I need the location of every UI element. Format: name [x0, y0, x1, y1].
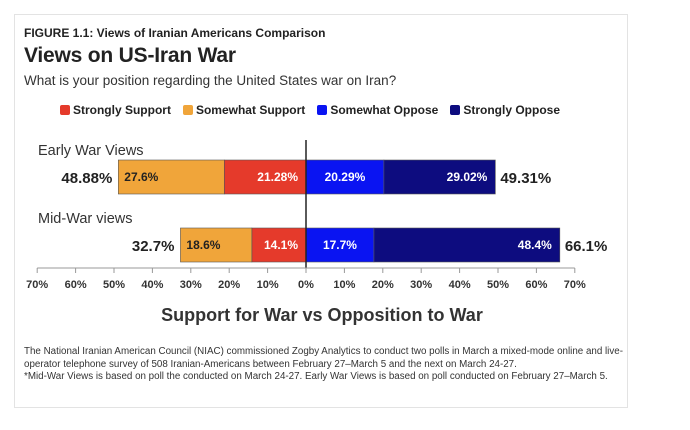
bar-segment	[223, 159, 307, 195]
total-support-label: 32.7%	[132, 238, 175, 255]
x-tick-label: 30%	[410, 279, 432, 291]
bar-segment	[180, 227, 253, 263]
x-tick-label: 30%	[180, 279, 202, 291]
legend-label: Strongly Support	[72, 103, 171, 117]
data-label: 17.7%	[323, 238, 357, 252]
x-axis-title: Support for War vs Opposition to War	[161, 305, 483, 325]
legend-swatch	[59, 105, 70, 115]
note-line: *Mid-War Views is based on poll the cond…	[24, 371, 608, 383]
chart-title: Views on US-Iran War	[24, 44, 236, 67]
chart-legend: Strongly Support Somewhat Support Somewh…	[0, 103, 620, 117]
bar-segment	[118, 159, 225, 195]
category-label: Mid-War views	[38, 211, 133, 227]
data-label: 20.29%	[325, 170, 366, 184]
x-tick-label: 10%	[257, 279, 279, 291]
legend-item-somewhat-oppose: Somewhat Oppose	[317, 103, 438, 117]
methodology-note: The National Iranian American Council (N…	[24, 346, 624, 384]
legend-item-somewhat-support: Somewhat Support	[182, 103, 306, 117]
legend-label: Somewhat Oppose	[330, 103, 439, 117]
figure-card	[14, 14, 628, 408]
legend-item-strongly-support: Strongly Support	[59, 103, 171, 117]
x-tick-label: 40%	[141, 279, 163, 291]
x-tick-label: 50%	[103, 279, 125, 291]
category-label: Early War Views	[38, 143, 144, 159]
x-tick-label: 0%	[298, 279, 314, 291]
x-tick-label: 60%	[65, 279, 87, 291]
bar-segment	[305, 159, 385, 195]
data-label: 48.4%	[518, 238, 552, 252]
note-line: The National Iranian American Council (N…	[24, 346, 623, 370]
legend-swatch	[182, 105, 193, 115]
bar-segment	[373, 227, 561, 263]
data-label: 29.02%	[447, 170, 488, 184]
diverging-bar-chart: Early War Views 21.28% 27.6% 48.88% 20.29% 29…	[26, 140, 608, 325]
x-tick-label: 70%	[26, 279, 48, 291]
legend-swatch	[450, 105, 461, 115]
bar-segment	[383, 159, 496, 195]
x-tick-label: 40%	[449, 279, 471, 291]
x-tick-label: 20%	[372, 279, 394, 291]
x-tick-label: 10%	[333, 279, 355, 291]
data-label: 14.1%	[264, 238, 298, 252]
x-tick-label: 20%	[218, 279, 240, 291]
chart-subtitle: What is your position regarding the Unit…	[24, 73, 397, 88]
total-support-label: 48.88%	[61, 170, 112, 187]
data-label: 27.6%	[124, 170, 158, 184]
legend-item-strongly-oppose: Strongly Oppose	[450, 103, 560, 117]
x-tick-label: 50%	[487, 279, 509, 291]
data-label: 18.6%	[186, 238, 220, 252]
legend-label: Somewhat Support	[195, 103, 306, 117]
legend-label: Strongly Oppose	[463, 103, 561, 117]
x-tick-label: 60%	[525, 279, 547, 291]
figure-label: FIGURE 1.1: Views of Iranian Americans C…	[24, 26, 326, 40]
legend-swatch	[317, 105, 328, 115]
total-oppose-label: 66.1%	[565, 238, 608, 255]
x-tick-label: 70%	[564, 279, 586, 291]
total-oppose-label: 49.31%	[500, 170, 551, 187]
data-label: 21.28%	[257, 170, 298, 184]
